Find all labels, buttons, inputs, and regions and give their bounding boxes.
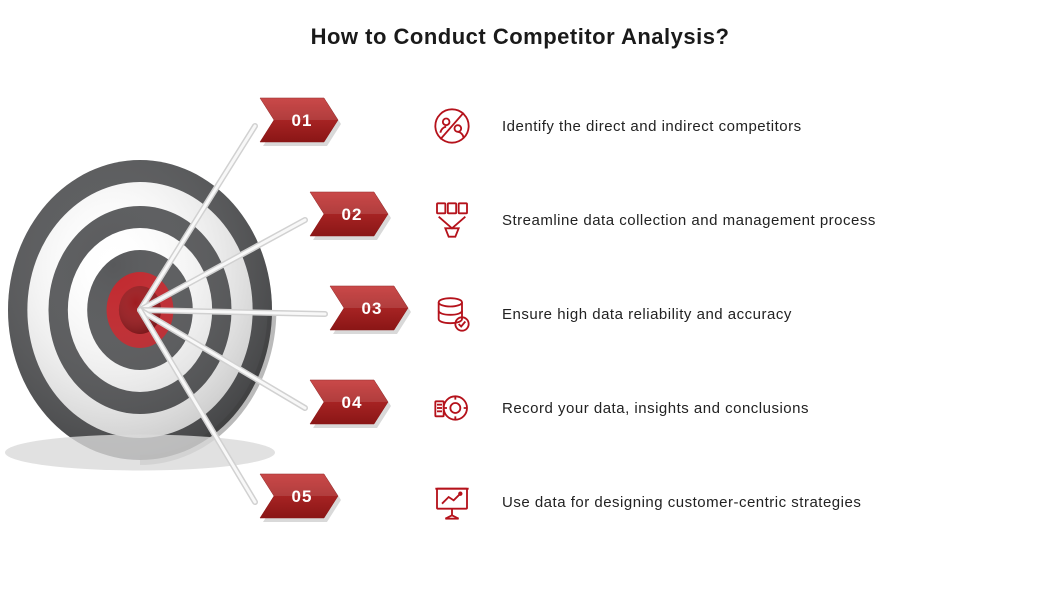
step-row-1: Identify the direct and indirect competi… bbox=[430, 104, 802, 148]
step-number-1: 01 bbox=[292, 111, 313, 130]
step-number-5: 05 bbox=[292, 487, 313, 506]
arrow-shaft-1 bbox=[140, 126, 255, 310]
arrow-shaft-3 bbox=[140, 310, 325, 314]
step-row-2: Streamline data collection and managemen… bbox=[430, 198, 876, 242]
step-number-3: 03 bbox=[362, 299, 383, 318]
step-label-5: Use data for designing customer-centric … bbox=[502, 494, 861, 511]
step-label-3: Ensure high data reliability and accurac… bbox=[502, 306, 792, 323]
page-title: How to Conduct Competitor Analysis? bbox=[0, 24, 1040, 50]
step-label-4: Record your data, insights and conclusio… bbox=[502, 400, 809, 417]
step-number-2: 02 bbox=[342, 205, 363, 224]
step-flag-1: 01 bbox=[260, 98, 341, 146]
competitors-icon bbox=[430, 104, 474, 148]
step-flag-2: 02 bbox=[310, 192, 391, 240]
step-flag-3: 03 bbox=[330, 286, 411, 334]
step-flag-4: 04 bbox=[310, 380, 391, 428]
step-flag-5: 05 bbox=[260, 474, 341, 522]
arrow-shaft-2 bbox=[140, 220, 305, 310]
step-row-4: Record your data, insights and conclusio… bbox=[430, 386, 809, 430]
data-funnel-icon bbox=[430, 198, 474, 242]
dartboard-target bbox=[8, 160, 272, 460]
arrow-shaft-4 bbox=[140, 310, 305, 408]
database-check-icon bbox=[430, 292, 474, 336]
record-data-icon bbox=[430, 386, 474, 430]
presentation-chart-icon bbox=[430, 480, 474, 524]
step-number-4: 04 bbox=[342, 393, 363, 412]
step-label-2: Streamline data collection and managemen… bbox=[502, 212, 876, 229]
step-row-3: Ensure high data reliability and accurac… bbox=[430, 292, 792, 336]
step-row-5: Use data for designing customer-centric … bbox=[430, 480, 861, 524]
step-label-1: Identify the direct and indirect competi… bbox=[502, 118, 802, 135]
arrow-shaft-5 bbox=[140, 310, 255, 502]
